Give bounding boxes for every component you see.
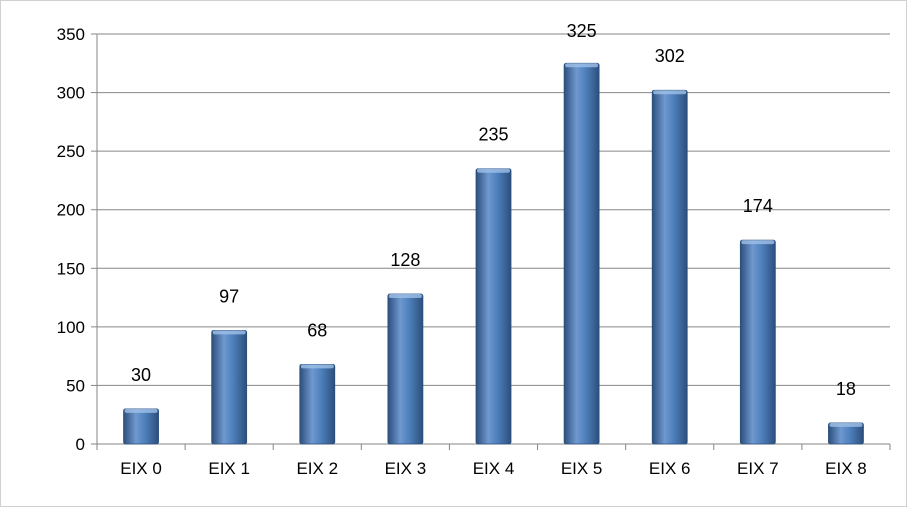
bar [475,168,512,445]
bar-top-highlight [124,408,158,413]
data-labels: 30 97 68 128 235 325 302 174 18 [131,21,856,399]
data-label: 18 [836,379,856,399]
bar [299,363,336,445]
x-tick-label: EIX 1 [208,459,250,478]
y-tick-label: 250 [57,142,85,161]
bar-top-highlight [829,422,863,427]
data-label: 235 [478,125,508,145]
bar-top-highlight [300,364,334,369]
x-tick-label: EIX 3 [385,459,427,478]
bar-top-highlight [477,168,510,173]
data-label: 174 [743,196,773,216]
x-tick-label: EIX 5 [561,459,603,478]
bar [739,239,776,445]
x-tick-label: EIX 6 [649,459,691,478]
bar-top-highlight [565,63,599,68]
y-tick-label: 200 [57,201,85,220]
bar-top-highlight [388,294,422,299]
bar-top-highlight [741,240,775,245]
bar [387,293,424,445]
data-label: 128 [390,250,420,270]
y-axis: 0 50 100 150 200 250 300 350 [57,25,98,454]
x-tick-label: EIX 0 [120,459,162,478]
x-tick-label: EIX 7 [737,459,779,478]
data-label: 30 [131,365,151,385]
x-tick-label: EIX 4 [473,459,515,478]
bar [563,62,600,445]
data-label: 302 [655,46,685,66]
x-tick-label: EIX 2 [296,459,338,478]
y-tick-label: 100 [57,318,85,337]
data-label: 68 [307,320,327,340]
y-tick-label: 350 [57,25,85,44]
y-tick-label: 0 [76,435,85,454]
y-tick-label: 300 [57,84,85,103]
bars [123,62,864,445]
y-tick-label: 150 [57,259,85,278]
x-tick-label: EIX 8 [825,459,867,478]
data-label: 97 [219,286,239,306]
bar [211,329,248,445]
bar-top-highlight [653,90,687,95]
bar [651,89,688,445]
data-label: 325 [567,21,597,41]
bar-top-highlight [212,330,246,335]
y-tick-label: 50 [66,376,85,395]
bar [123,408,159,445]
